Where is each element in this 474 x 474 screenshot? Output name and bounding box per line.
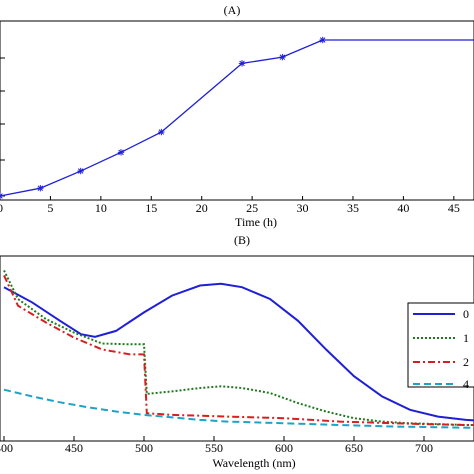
panel-a-y-ticks	[0, 57, 5, 197]
panel-b-x-tick-label: 650	[345, 441, 363, 455]
panel-b-legend: 0 1 2 4	[407, 302, 474, 391]
panel-a-data-point	[319, 36, 326, 44]
panel-a-data-point	[238, 60, 246, 67]
panel-a-x-tick-label: 10	[95, 201, 107, 215]
legend-box	[407, 302, 474, 388]
panel-a-data-point	[158, 128, 165, 136]
panel-b-x-tick-label: 400	[0, 441, 13, 455]
panel-a-x-tick-label: 35	[347, 201, 359, 215]
panel-b-x-tick-label: 700	[415, 441, 433, 455]
panel-a-x-ticks: 0 5 10 15 20 25 30 35 40 45	[0, 196, 460, 215]
panel-a-x-tick-label: 45	[448, 201, 460, 215]
panel-a-x-tick-label: 30	[297, 201, 309, 215]
legend-label: 1	[463, 331, 469, 345]
panel-a-data-point	[279, 53, 286, 61]
panel-b-x-tick-label: 450	[65, 441, 83, 455]
panel-b-series-line	[3, 282, 474, 422]
panel-a-x-tick-label: 25	[246, 201, 258, 215]
panel-a-data-point	[0, 192, 4, 200]
panel-b-title: (B)	[234, 233, 250, 247]
panel-b-x-tick-label: 550	[205, 441, 223, 455]
panel-a-frame	[0, 20, 474, 201]
panel-b-frame	[0, 255, 474, 442]
panel-a-x-label: Time (h)	[235, 215, 277, 229]
legend-label: 4	[463, 377, 469, 391]
panel-a-x-tick-label: 40	[397, 201, 409, 215]
panel-b-x-ticks: 400450500550600650700750	[0, 436, 433, 455]
panel-b-x-label: Wavelength (nm)	[212, 456, 295, 470]
panel-a-x-tick-label: 5	[47, 201, 53, 215]
legend-label: 0	[463, 307, 469, 321]
panel-a-title: (A)	[224, 3, 241, 17]
panel-a-data-point	[77, 167, 84, 175]
panel-b-series-line	[3, 388, 474, 429]
legend-label: 2	[463, 355, 469, 369]
panel-a-x-tick-label: 15	[145, 201, 157, 215]
panel-b-series-line	[3, 274, 474, 426]
panel-b-series	[3, 269, 474, 429]
panel-a-x-tick-label: 0	[0, 201, 3, 215]
panel-a-data-point	[37, 185, 44, 192]
panel-a: 0 5 10 15 20 25 30 35 40 45	[0, 20, 474, 215]
panel-b-x-tick-label: 500	[135, 441, 153, 455]
panel-a-series	[0, 36, 474, 200]
panel-a-x-tick-label: 20	[196, 201, 208, 215]
panel-a-series-line	[0, 39, 474, 197]
panel-b-series-line	[3, 269, 474, 426]
panel-a-data-point	[117, 149, 125, 156]
panel-b-x-tick-label: 600	[275, 441, 293, 455]
